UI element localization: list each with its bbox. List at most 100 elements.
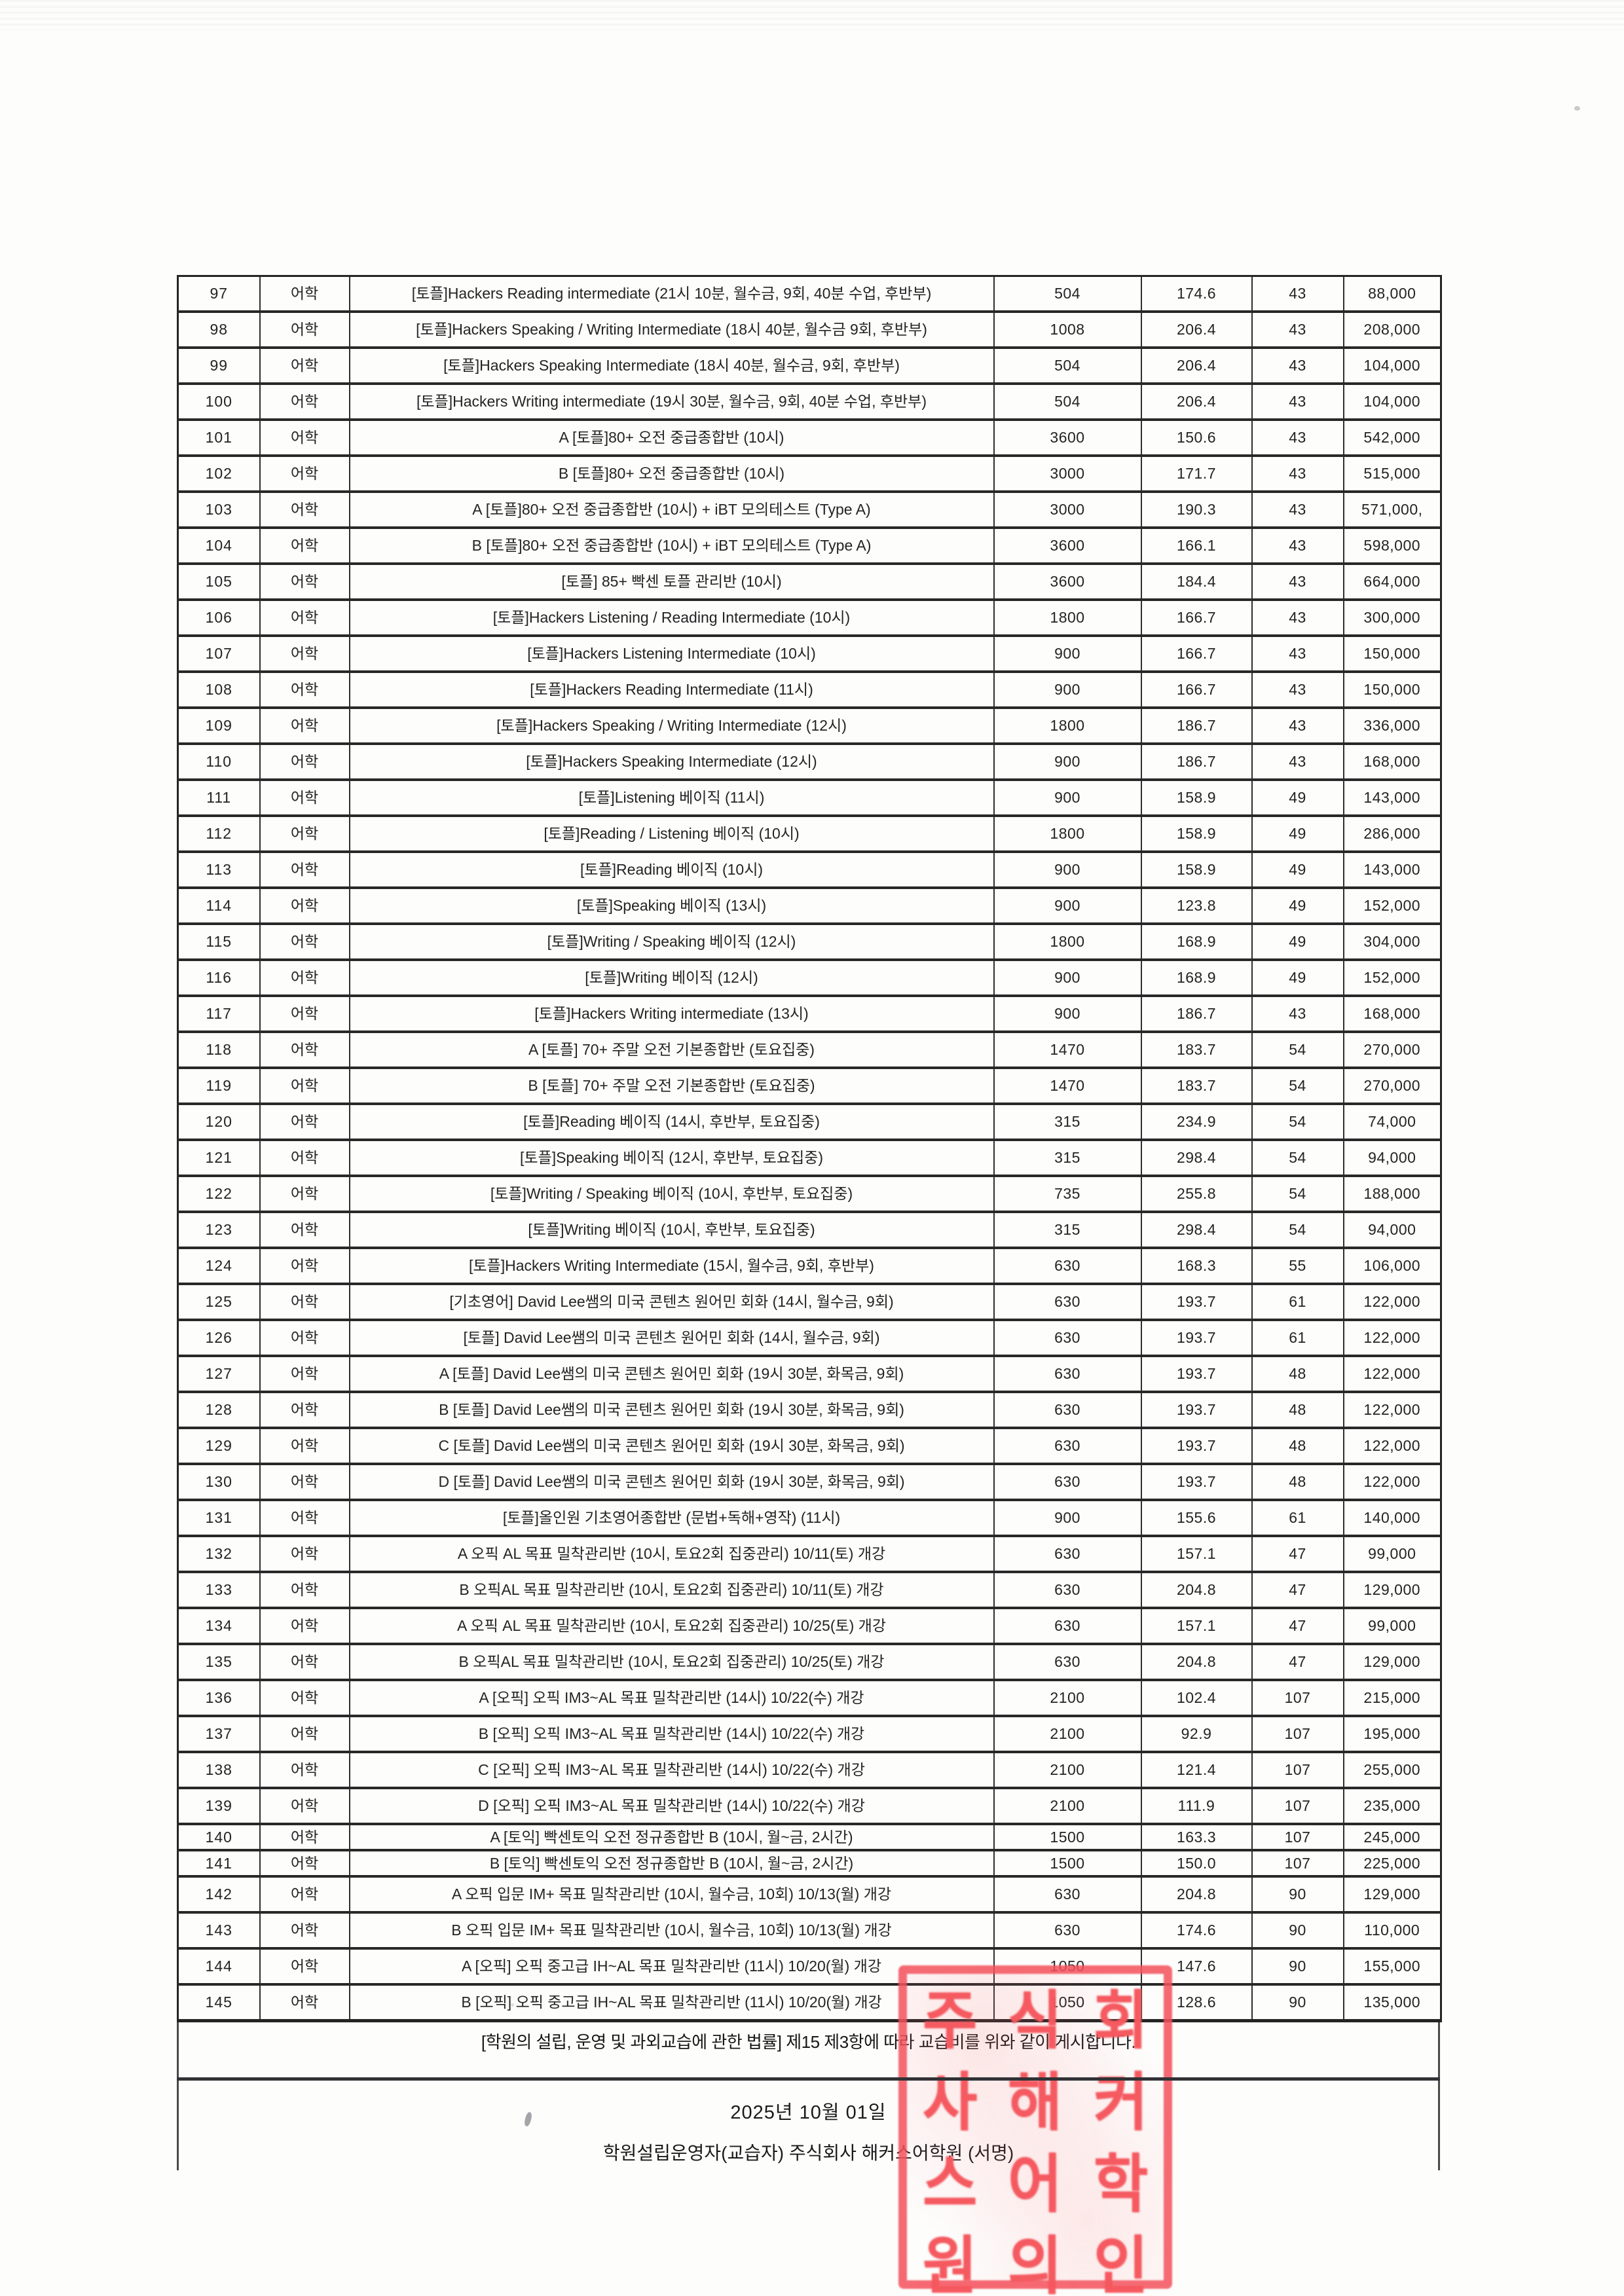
fee: 106,000: [1342, 1248, 1441, 1284]
course-name: [토플]Hackers Reading Intermediate (11시): [348, 672, 994, 708]
fee: 104,000: [1342, 348, 1441, 384]
hours: 630: [993, 1644, 1141, 1680]
sessions: 107: [1251, 1752, 1344, 1788]
table-row: 110 어학 [토플]Hackers Speaking Intermediate (…: [177, 744, 1441, 780]
row-no: 126: [205, 1329, 232, 1347]
rate: 193.7: [1140, 1284, 1252, 1320]
rate: 158.9: [1140, 852, 1252, 888]
category: 어학: [259, 456, 350, 492]
sessions: 49: [1251, 780, 1344, 816]
hours: 900: [993, 888, 1141, 924]
rate: 174.6: [1140, 276, 1252, 312]
category: 어학: [259, 1284, 350, 1320]
rate: 157.1: [1140, 1608, 1252, 1644]
rate: 193.7: [1140, 1428, 1252, 1464]
table-row: 127 어학 A [토플] David Lee쌤의 미국 콘텐츠 원어민 회화 (1…: [177, 1356, 1441, 1392]
table-row: 118 어학 A [토플] 70+ 주말 오전 기본종합반 (토요집중) 1470 18…: [177, 1032, 1441, 1068]
scan-speck: [1574, 106, 1580, 111]
table-row: 133 어학 B 오픽AL 목표 밀착관리반 (10시, 토요2회 집중관리) 10…: [177, 1572, 1441, 1608]
row-no: 99: [210, 357, 229, 374]
row-no: 103: [205, 501, 232, 519]
row-no: 127: [205, 1365, 232, 1383]
sessions: 43: [1251, 672, 1344, 708]
course-name: C [오픽] 오픽 IM3~AL 목표 밀착관리반 (14시) 10/22(수)…: [348, 1752, 994, 1788]
table-row: 113 어학 [토플]Reading 베이직 (10시) 900 158.9 49 143,…: [177, 852, 1441, 888]
table-row: 135 어학 B 오픽AL 목표 밀착관리반 (10시, 토요2회 집중관리) 10…: [177, 1644, 1441, 1680]
table-row: 103 어학 A [토플]80+ 오전 중급종합반 (10시) + iBT 모의테스…: [177, 492, 1441, 528]
rate: 102.4: [1140, 1680, 1252, 1716]
fee: 94,000: [1342, 1140, 1441, 1176]
fee-table-body: 97 어학 [토플]Hackers Reading intermediate (21…: [177, 276, 1441, 2021]
rate: 150.0: [1140, 1850, 1252, 1876]
sessions: 43: [1251, 420, 1344, 456]
rate: 183.7: [1140, 1032, 1252, 1068]
hours: 2100: [993, 1680, 1141, 1716]
category: 어학: [259, 276, 350, 312]
category: 어학: [259, 1644, 350, 1680]
fee: 245,000: [1342, 1824, 1441, 1850]
sessions: 107: [1251, 1680, 1344, 1716]
course-name: A [토익] 빡센토익 오전 정규종합반 B (10시, 월~금, 2시간): [348, 1824, 994, 1850]
sessions: 48: [1251, 1464, 1344, 1500]
fee: 104,000: [1342, 384, 1441, 420]
fee: 168,000: [1342, 744, 1441, 780]
hours: 630: [993, 1572, 1141, 1608]
fee: 143,000: [1342, 780, 1441, 816]
row-no: 139: [205, 1797, 232, 1815]
course-name: [기초영어] David Lee쌤의 미국 콘텐츠 원어민 회화 (14시, 월…: [348, 1284, 994, 1320]
fee: 152,000: [1342, 960, 1441, 996]
fee: 208,000: [1342, 312, 1441, 348]
sessions: 47: [1251, 1644, 1344, 1680]
course-name: [토플]Listening 베이직 (11시): [348, 780, 994, 816]
row-no: 135: [205, 1653, 232, 1671]
sessions: 43: [1251, 996, 1344, 1032]
course-name: [토플]Writing 베이직 (12시): [348, 960, 994, 996]
rate: 166.7: [1140, 672, 1252, 708]
course-name: [토플]Hackers Speaking / Writing Intermedi…: [348, 312, 994, 348]
hours: 630: [993, 1876, 1141, 1912]
row-no: 105: [205, 573, 232, 591]
rate: 193.7: [1140, 1356, 1252, 1392]
row-no: 137: [205, 1725, 232, 1743]
scan-speck: [511, 2003, 514, 2007]
course-name: [토플]Hackers Speaking Intermediate (18시 4…: [348, 348, 994, 384]
sessions: 54: [1251, 1176, 1344, 1212]
fee: 155,000: [1342, 1948, 1441, 1984]
row-no: 110: [206, 753, 232, 771]
signer-line: 학원설립운영자(교습자) 주식회사 해커스어학원 (서명): [602, 2143, 1014, 2163]
row-no: 107: [205, 645, 232, 663]
course-name: A [오픽] 오픽 중고급 IH~AL 목표 밀착관리반 (11시) 10/20…: [348, 1948, 994, 1984]
category: 어학: [259, 1176, 350, 1212]
course-name: [토플]Writing / Speaking 베이직 (10시, 후반부, 토요…: [348, 1176, 994, 1212]
category: 어학: [259, 1428, 350, 1464]
rate: 206.4: [1140, 384, 1252, 420]
category: 어학: [259, 816, 350, 852]
course-name: D [오픽] 오픽 IM3~AL 목표 밀착관리반 (14시) 10/22(수)…: [348, 1788, 994, 1824]
fee: 74,000: [1342, 1104, 1441, 1140]
fee: 598,000: [1342, 528, 1441, 564]
rate: 166.1: [1140, 528, 1252, 564]
seal-glyph: 주: [922, 1986, 977, 2056]
hours: 630: [993, 1284, 1141, 1320]
hours: 1050: [993, 1984, 1141, 2021]
row-no: 113: [206, 861, 232, 879]
course-name: [토플] David Lee쌤의 미국 콘텐츠 원어민 회화 (14시, 월수금…: [348, 1320, 994, 1356]
row-no: 129: [205, 1437, 232, 1455]
category: 어학: [259, 312, 350, 348]
fee: 110,000: [1342, 1912, 1441, 1948]
course-name: [토플]Hackers Writing Intermediate (15시, 월…: [348, 1248, 994, 1284]
sessions: 43: [1251, 492, 1344, 528]
row-no: 133: [205, 1581, 232, 1599]
category: 어학: [259, 1032, 350, 1068]
table-row: 129 어학 C [토플] David Lee쌤의 미국 콘텐츠 원어민 회화 (1…: [177, 1428, 1441, 1464]
rate: 193.7: [1140, 1464, 1252, 1500]
row-no: 121: [205, 1149, 232, 1167]
category: 어학: [259, 996, 350, 1032]
hours: 315: [993, 1104, 1141, 1140]
sessions: 54: [1251, 1140, 1344, 1176]
fee: 99,000: [1342, 1608, 1441, 1644]
row-no: 102: [205, 465, 232, 483]
category: 어학: [259, 924, 350, 960]
category: 어학: [259, 780, 350, 816]
table-row: 142 어학 A 오픽 입문 IM+ 목표 밀착관리반 (10시, 월수금, 10회…: [177, 1876, 1441, 1912]
